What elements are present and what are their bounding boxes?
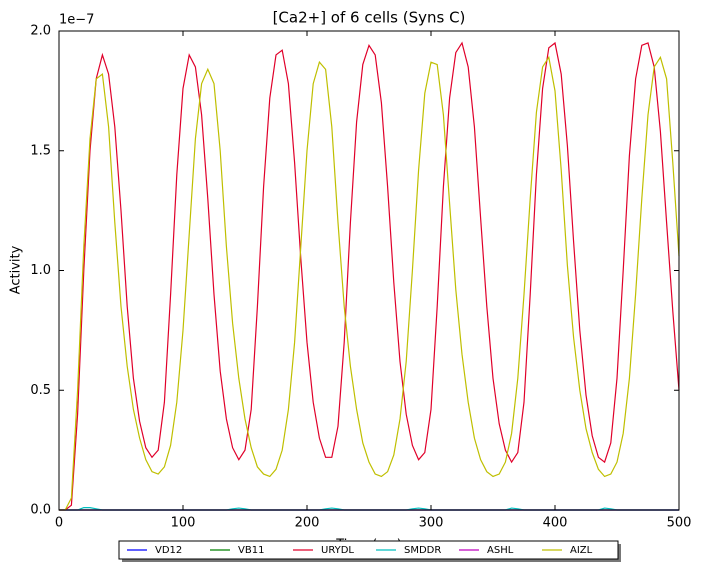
y-axis-label: Activity	[9, 245, 24, 294]
x-tick-label: 200	[295, 516, 320, 531]
legend-label: AIZL	[570, 545, 593, 556]
legend-label: VB11	[238, 545, 264, 556]
y-tick-label: 0.5	[30, 383, 51, 398]
legend-label: ASHL	[487, 545, 514, 556]
x-tick-label: 400	[543, 516, 568, 531]
y-tick-label: 0.0	[30, 503, 51, 518]
x-tick-label: 100	[171, 516, 196, 531]
x-tick-label: 300	[419, 516, 444, 531]
legend-entries: VD12 VB11 URYDL SMDDR ASHL AIZL	[127, 545, 593, 556]
chart-title: [Ca2+] of 6 cells (Syns C)	[273, 9, 466, 27]
x-tick-label: 500	[667, 516, 692, 531]
series-line	[59, 41, 680, 511]
legend-label: URYDL	[321, 545, 354, 556]
series-line	[59, 55, 680, 511]
y-tick-label: 1.0	[30, 263, 51, 278]
y-tick-label: 1.5	[30, 143, 51, 158]
legend-label: SMDDR	[404, 545, 441, 556]
x-tick-label: 0	[55, 516, 63, 531]
legend-label: VD12	[155, 545, 182, 556]
y-tick-label: 2.0	[30, 24, 51, 39]
legend	[118, 540, 619, 560]
y-offset-label: 1e−7	[59, 13, 94, 28]
